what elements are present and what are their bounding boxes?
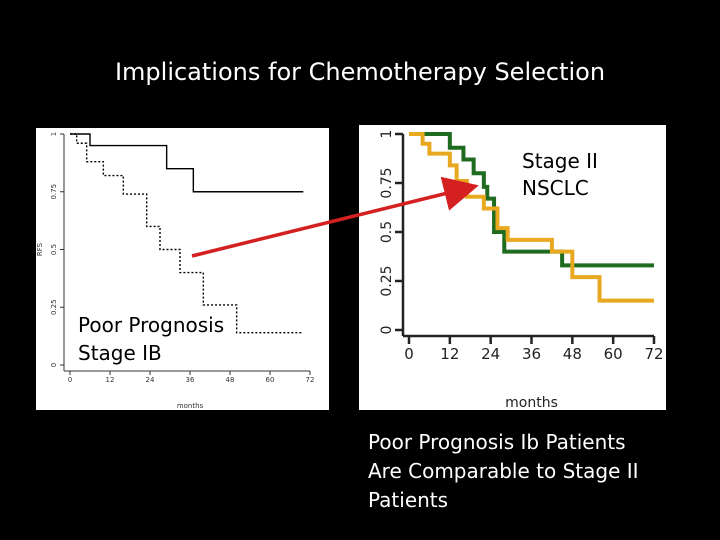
conclusion-line: Patients (368, 488, 449, 512)
x-tick-label: 24 (481, 345, 500, 363)
series-line-2 (70, 133, 304, 334)
x-tick-label: 36 (186, 376, 195, 384)
annotation-poor-prognosis-stage-ib: Poor Prognosis Stage IB (76, 311, 227, 367)
chart-stage-ii-panel: 0 12 24 36 48 60 72 0 0.25 0.5 0.75 1 months (359, 125, 666, 410)
conclusion-line: Poor Prognosis Ib Patients (368, 430, 626, 454)
x-tick-label: 24 (146, 376, 155, 384)
y-tick-label: 0.5 (379, 221, 395, 243)
conclusion-line: Are Comparable to Stage II (368, 459, 639, 483)
x-tick-label: 48 (563, 345, 582, 363)
x-tick-label: 60 (266, 376, 275, 384)
y-tick-label: 0 (50, 363, 58, 367)
annotation-stage-ii-nsclc: Stage II NSCLC (522, 148, 598, 202)
conclusion-text: Poor Prognosis Ib Patients Are Comparabl… (368, 428, 708, 515)
x-tick-label: 0 (68, 376, 72, 384)
y-tick-label: 0.25 (50, 299, 58, 315)
series-line-2 (409, 132, 654, 303)
slide-title: Implications for Chemotherapy Selection (114, 58, 606, 86)
x-tick-label: 36 (522, 345, 541, 363)
x-tick-label: 72 (644, 345, 663, 363)
chart-stage-ii: 0 12 24 36 48 60 72 0 0.25 0.5 0.75 1 months (379, 130, 664, 410)
annotation-line: Stage IB (78, 341, 162, 365)
annotation-line: Poor Prognosis (78, 313, 225, 337)
series-line-1 (409, 132, 654, 268)
x-tick-label: 48 (226, 376, 235, 384)
arrow-line (191, 176, 479, 258)
y-tick-label: 0 (379, 326, 395, 335)
x-tick-label: 60 (604, 345, 623, 363)
annotation-line: Stage II (522, 149, 598, 173)
y-tick-label: 0.25 (379, 265, 395, 296)
y-tick-label: 0.5 (50, 244, 58, 255)
series-line-1 (70, 133, 304, 193)
y-axis-label: RFS (36, 242, 44, 256)
y-tick-label: 1 (379, 130, 395, 139)
chart-stage-ib: 0 12 24 36 48 60 72 0 0.25 0.5 0.75 1 months RFS (36, 132, 315, 410)
y-tick-label: 0.75 (50, 184, 58, 200)
x-tick-label: 12 (440, 345, 459, 363)
annotation-line: NSCLC (522, 176, 589, 200)
x-tick-label: 72 (306, 376, 315, 384)
x-axis-label: months (177, 402, 204, 410)
y-tick-label: 1 (50, 132, 58, 136)
x-tick-label: 0 (404, 345, 414, 363)
x-tick-label: 12 (106, 376, 115, 384)
x-axis-label: months (505, 395, 558, 410)
y-tick-label: 0.75 (379, 167, 395, 198)
